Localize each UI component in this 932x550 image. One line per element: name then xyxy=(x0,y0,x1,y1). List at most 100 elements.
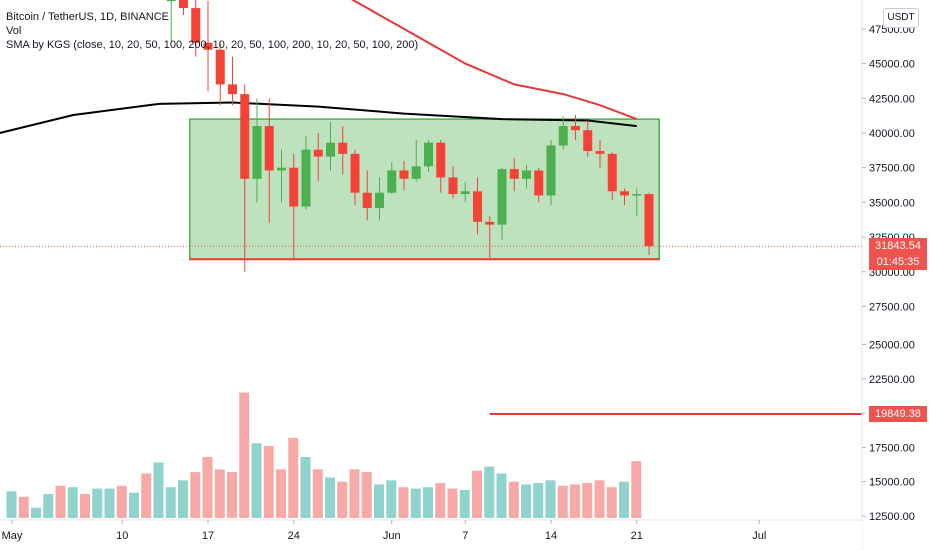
volume-bar xyxy=(533,483,544,518)
time-tick-label: 21 xyxy=(631,530,643,542)
candle-body xyxy=(228,84,237,95)
volume-bar xyxy=(43,494,54,518)
price-tick-label: 37500.00 xyxy=(869,163,915,175)
candle-body xyxy=(583,130,593,152)
price-tick-label: 12500.00 xyxy=(869,511,915,523)
volume-bar xyxy=(435,483,446,518)
moving-averages xyxy=(0,0,638,134)
time-tick-label: Jul xyxy=(752,530,766,542)
last-price-badge: 31843.54 xyxy=(869,238,927,254)
candle-body xyxy=(473,191,482,222)
candle-body xyxy=(399,170,409,179)
candle-body xyxy=(375,192,384,208)
volume-bar xyxy=(67,487,78,518)
price-tick-label: 25000.00 xyxy=(869,340,915,352)
volume-bar xyxy=(227,472,237,518)
volume-bar xyxy=(410,488,421,518)
candle-body xyxy=(301,149,311,207)
candlesticks xyxy=(166,0,654,272)
volume-bar xyxy=(508,481,519,518)
time-axis[interactable]: May 10 17 24 Jun 7 14 21 Jul xyxy=(0,519,862,550)
volume-bar xyxy=(386,480,397,518)
volume-bar xyxy=(239,392,250,518)
price-axis[interactable]: 12500.0015000.0017500.0020000.0022500.00… xyxy=(861,0,932,550)
volume-bar xyxy=(570,484,580,518)
time-tick-label: Jun xyxy=(383,530,401,542)
candle-body xyxy=(534,170,544,196)
candle-body xyxy=(571,126,580,131)
candle-body xyxy=(436,142,446,178)
time-tick-label: 24 xyxy=(288,530,300,542)
volume-bar xyxy=(129,492,139,518)
candle-body xyxy=(166,0,176,2)
symbol-title[interactable]: Bitcoin / TetherUS, 1D, BINANCE xyxy=(6,11,170,23)
chart-legend: Bitcoin / TetherUS, 1D, BINANCE Vol SMA … xyxy=(6,10,418,52)
candle-body xyxy=(264,126,274,171)
price-lines xyxy=(0,245,868,415)
candle-body xyxy=(313,149,323,157)
candle-body xyxy=(179,0,188,9)
volume-bar xyxy=(31,507,41,518)
volume-bar xyxy=(337,481,348,518)
price-tick-label: 45000.00 xyxy=(869,59,915,71)
volume-bar xyxy=(325,477,335,518)
price-tick-label: 17500.00 xyxy=(869,442,915,454)
volume-bar xyxy=(594,480,605,518)
price-tick-label: 15000.00 xyxy=(869,477,915,489)
volume-indicator-label[interactable]: Vol xyxy=(6,25,22,37)
volume-bar xyxy=(55,485,66,518)
volume-bar xyxy=(104,488,115,518)
time-tick-label: 7 xyxy=(462,530,468,542)
bar-countdown-badge: 01:45:35 xyxy=(869,254,927,270)
candle-body xyxy=(558,126,568,146)
candle-body xyxy=(620,191,629,196)
price-tick-label: 42500.00 xyxy=(869,93,915,105)
currency-button[interactable]: USDT xyxy=(883,8,919,28)
candle-body xyxy=(277,167,286,171)
price-tick-label: 35000.00 xyxy=(869,197,915,209)
volume-bar xyxy=(6,491,17,518)
candle-body xyxy=(326,142,335,157)
volume-bar xyxy=(263,446,274,518)
sma-indicator-label[interactable]: SMA by KGS (close, 10, 20, 50, 100, 200,… xyxy=(6,39,419,51)
volume-bar xyxy=(631,461,642,518)
candle-body xyxy=(644,194,654,247)
candle-body xyxy=(252,126,262,179)
candle-body xyxy=(424,142,433,167)
price-tick-label: 40000.00 xyxy=(869,128,915,140)
volume-bar xyxy=(18,496,29,518)
price-tick-label: 22500.00 xyxy=(869,374,915,386)
volume-bar xyxy=(496,473,507,518)
volume-bar xyxy=(361,472,372,518)
candle-body xyxy=(338,142,348,154)
volume-bar xyxy=(582,483,593,518)
time-tick-label: May xyxy=(2,530,23,542)
time-axis-bg xyxy=(0,520,862,550)
volume-bar xyxy=(423,487,433,518)
sma-red-line xyxy=(351,0,638,121)
volume-bars xyxy=(6,392,642,518)
volume-bar xyxy=(190,472,201,518)
volume-bar xyxy=(165,487,176,518)
candle-body xyxy=(362,192,372,208)
volume-bar xyxy=(300,457,311,518)
volume-bar xyxy=(312,469,323,518)
volume-bar xyxy=(349,469,360,518)
candle-body xyxy=(522,170,531,179)
volume-bar xyxy=(251,443,262,518)
candle-body xyxy=(497,169,507,225)
volume-bar xyxy=(116,485,127,518)
candle-body xyxy=(387,170,397,193)
candle-body xyxy=(595,151,605,154)
time-tick-label: 17 xyxy=(202,530,214,542)
volume-bar xyxy=(92,488,103,518)
time-tick-label: 10 xyxy=(116,530,128,542)
volume-bar xyxy=(459,489,470,518)
price-axis-bg xyxy=(862,0,932,550)
candle-body xyxy=(607,153,617,192)
volume-bar xyxy=(545,480,556,518)
volume-bar xyxy=(484,466,495,518)
volume-bar xyxy=(472,470,482,518)
sma-black-line xyxy=(0,101,637,134)
